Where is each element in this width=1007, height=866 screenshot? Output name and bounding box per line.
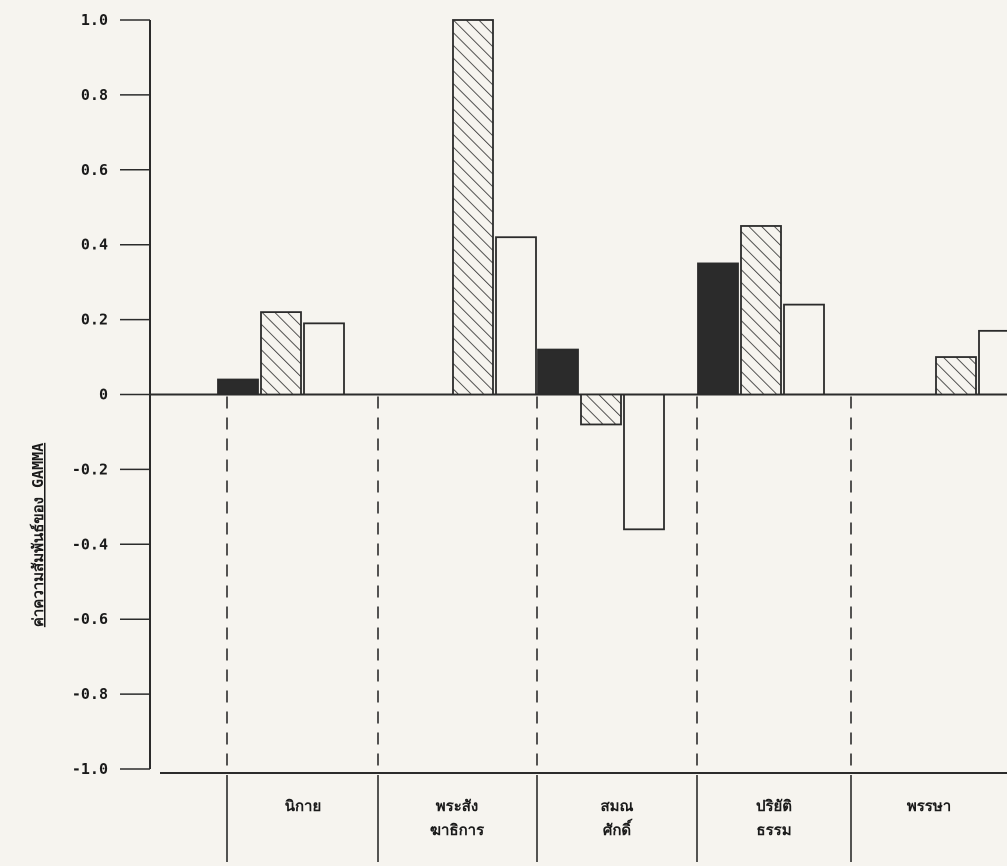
- y-tick-label: -0.4: [72, 535, 108, 553]
- y-tick-label: -0.6: [72, 610, 108, 628]
- category-label: พรรษา: [907, 797, 951, 815]
- bar: [260, 311, 302, 396]
- bar: [935, 356, 977, 396]
- bar: [580, 393, 622, 426]
- y-tick-label: -0.8: [72, 685, 108, 703]
- y-tick-label: 0.2: [81, 311, 108, 329]
- y-tick-label: -1.0: [72, 760, 108, 778]
- bar: [303, 322, 345, 396]
- y-axis-title: ค่าความสัมพันธ์ของ GAMMA: [29, 443, 47, 627]
- bar: [623, 393, 665, 531]
- category-label: พระสังฆาธิการ: [430, 797, 485, 839]
- bar: [783, 303, 825, 396]
- y-tick-label: 0: [99, 386, 108, 404]
- bar: [217, 378, 259, 396]
- y-tick-label: -0.2: [72, 460, 108, 478]
- bar: [495, 236, 537, 396]
- category-label: สมณศักดิ์: [601, 797, 634, 839]
- bar: [697, 262, 739, 396]
- category-label: ปริยัติธรรม: [756, 797, 792, 839]
- y-tick-label: 0.8: [81, 86, 108, 104]
- bar: [740, 225, 782, 396]
- y-tick-label: 0.6: [81, 161, 108, 179]
- bar: [452, 19, 494, 396]
- bar: [978, 329, 1007, 396]
- bar: [537, 348, 579, 396]
- category-label: นิกาย: [285, 797, 322, 815]
- y-tick-label: 0.4: [81, 236, 108, 254]
- y-tick-label: 1.0: [81, 11, 108, 29]
